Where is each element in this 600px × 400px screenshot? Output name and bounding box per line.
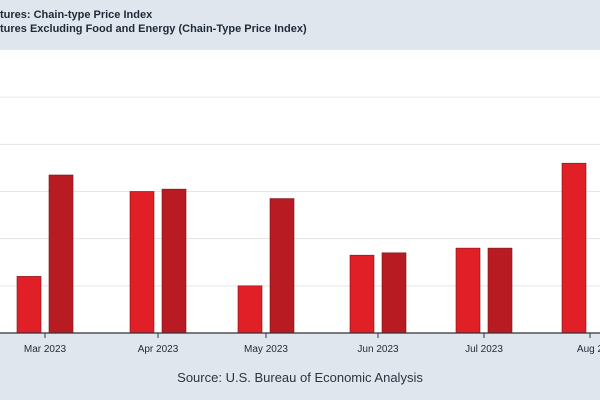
bar-series-1 [16,276,42,334]
source-note: Source: U.S. Bureau of Economic Analysis [177,370,423,385]
x-tick-label: Jun 2023 [357,344,399,355]
legend-series-2: tures Excluding Food and Energy (Chain-T… [0,23,307,35]
bar-series-2 [48,174,74,334]
x-tick-label: Mar 2023 [24,344,67,355]
bar-series-1 [561,162,587,334]
x-tick-label: Aug 2 [577,344,600,355]
bar-series-1 [349,254,375,334]
x-tick-label: May 2023 [244,344,288,355]
bar-series-2 [269,198,295,334]
bar-series-1 [129,191,155,334]
bar-series-2 [487,247,513,334]
bar-series-1 [237,285,263,334]
bar-series-2 [161,188,187,334]
bar-series-2 [381,252,407,334]
legend-series-1: tures: Chain-type Price Index [0,9,153,21]
x-tick-label: Jul 2023 [465,344,503,355]
x-tick-label: Apr 2023 [138,344,179,355]
bar-series-1 [455,247,481,334]
